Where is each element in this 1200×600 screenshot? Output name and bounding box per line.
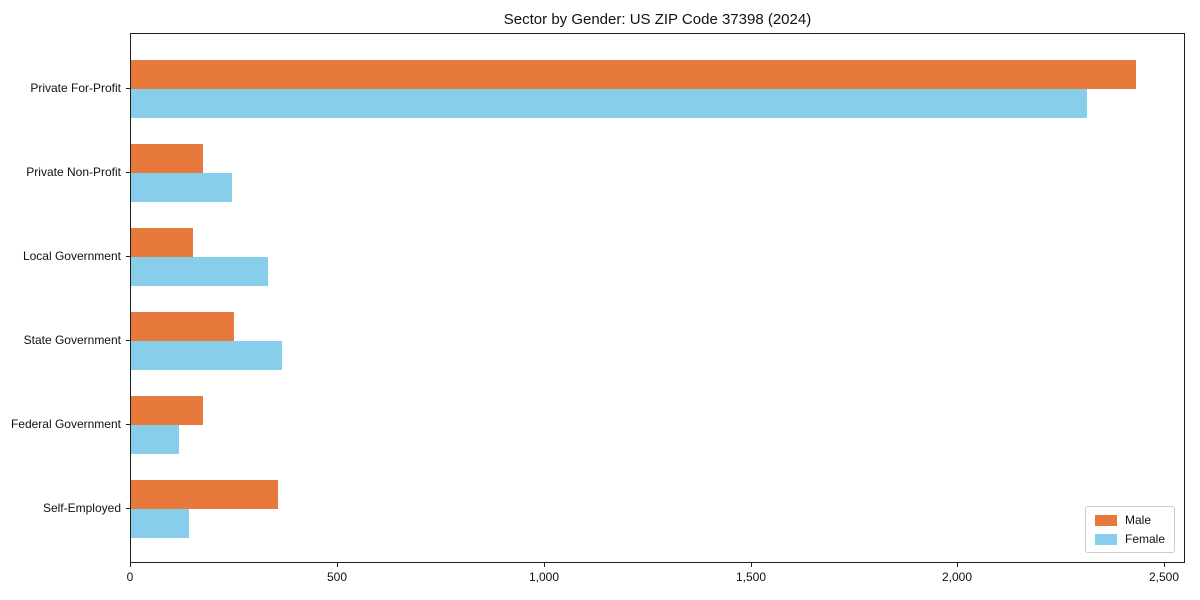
bar-male-local-government: [131, 228, 193, 257]
y-tick-label-local-government: Local Government: [22, 249, 121, 263]
legend-entry-male: Male: [1094, 513, 1165, 527]
y-tick-local-government: [126, 256, 130, 257]
y-tick-private-non-profit: [126, 172, 130, 173]
legend-swatch-female: [1094, 533, 1117, 545]
x-tick-label-1500: 1,500: [735, 570, 767, 584]
legend-label-male: Male: [1124, 513, 1151, 527]
bar-female-federal-government: [131, 425, 179, 454]
x-tick-label-500: 500: [326, 570, 348, 584]
x-tick-label-2500: 2,500: [1148, 570, 1180, 584]
legend-label-female: Female: [1124, 532, 1165, 546]
bar-female-local-government: [131, 257, 268, 286]
bar-female-private-non-profit: [131, 173, 232, 202]
x-tick-2500: [1164, 563, 1165, 567]
y-tick-self-employed: [126, 508, 130, 509]
y-tick-federal-government: [126, 424, 130, 425]
y-tick-label-self-employed: Self-Employed: [42, 501, 121, 515]
x-tick-1000: [544, 563, 545, 567]
x-tick-2000: [957, 563, 958, 567]
x-tick-label-1000: 1,000: [528, 570, 560, 584]
x-tick-500: [337, 563, 338, 567]
bar-female-state-government: [131, 341, 282, 370]
bar-male-private-non-profit: [131, 144, 203, 173]
y-tick-label-private-non-profit: Private Non-Profit: [26, 165, 121, 179]
bar-female-private-for-profit: [131, 89, 1087, 118]
x-tick-1500: [751, 563, 752, 567]
legend: Male Female: [1084, 506, 1175, 553]
plot-area: Male Female: [130, 33, 1185, 563]
bar-male-state-government: [131, 312, 234, 341]
legend-swatch-male: [1094, 514, 1117, 526]
bar-male-self-employed: [131, 480, 278, 509]
y-tick-label-federal-government: Federal Government: [10, 417, 121, 431]
y-tick-private-for-profit: [126, 88, 130, 89]
y-tick-state-government: [126, 340, 130, 341]
bar-male-private-for-profit: [131, 60, 1136, 89]
x-tick-label-2000: 2,000: [941, 570, 973, 584]
y-tick-label-state-government: State Government: [23, 333, 121, 347]
x-tick-0: [130, 563, 131, 567]
chart-title: Sector by Gender: US ZIP Code 37398 (202…: [503, 11, 812, 28]
legend-entry-female: Female: [1094, 532, 1165, 546]
x-tick-label-0: 0: [126, 570, 134, 584]
bar-male-federal-government: [131, 396, 203, 425]
y-tick-label-private-for-profit: Private For-Profit: [30, 81, 121, 95]
bar-female-self-employed: [131, 509, 189, 538]
